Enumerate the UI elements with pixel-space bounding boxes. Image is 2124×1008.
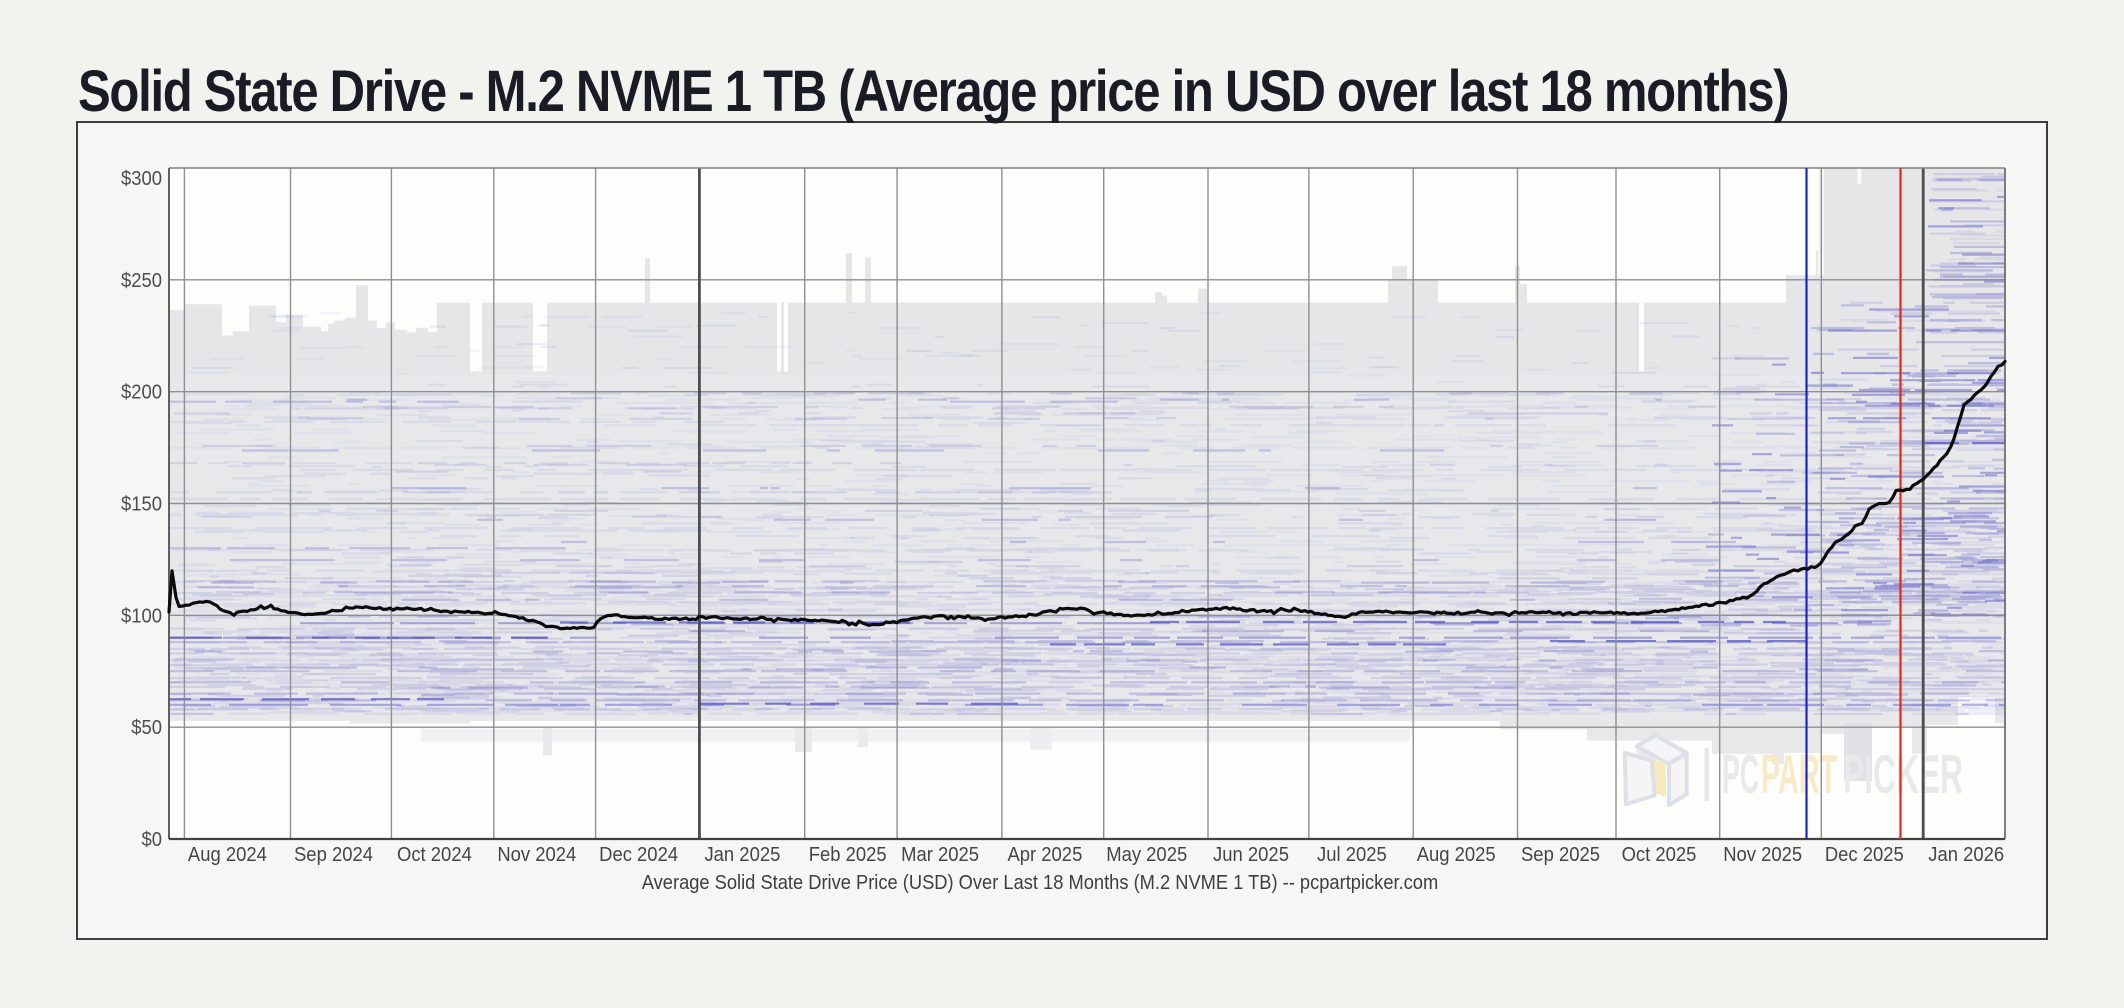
svg-text:Nov 2024: Nov 2024 — [497, 843, 576, 866]
svg-text:Oct 2024: Oct 2024 — [397, 843, 472, 866]
svg-text:Oct 2025: Oct 2025 — [1622, 843, 1697, 866]
svg-text:Dec 2025: Dec 2025 — [1825, 843, 1904, 866]
svg-text:PART: PART — [1761, 743, 1837, 805]
svg-text:Feb 2025: Feb 2025 — [809, 843, 887, 866]
svg-text:Dec 2024: Dec 2024 — [599, 843, 678, 866]
svg-text:May 2025: May 2025 — [1106, 843, 1187, 866]
svg-text:Aug 2024: Aug 2024 — [188, 843, 267, 866]
svg-text:Aug 2025: Aug 2025 — [1417, 843, 1496, 866]
svg-text:Sep 2025: Sep 2025 — [1521, 843, 1600, 866]
svg-text:Jul 2025: Jul 2025 — [1317, 843, 1387, 866]
svg-text:Apr 2025: Apr 2025 — [1007, 843, 1082, 866]
svg-text:$300: $300 — [121, 167, 162, 190]
svg-text:Jan 2025: Jan 2025 — [704, 843, 780, 866]
svg-text:$250: $250 — [121, 269, 162, 292]
svg-text:PICKER: PICKER — [1843, 743, 1963, 805]
svg-text:Nov 2025: Nov 2025 — [1723, 843, 1802, 866]
svg-text:Jan 2026: Jan 2026 — [1928, 843, 2004, 866]
svg-text:PC: PC — [1722, 743, 1759, 805]
svg-text:Average Solid State Drive Pric: Average Solid State Drive Price (USD) Ov… — [642, 871, 1438, 894]
svg-text:$200: $200 — [121, 381, 162, 404]
svg-text:Sep 2024: Sep 2024 — [294, 843, 373, 866]
svg-text:Jun 2025: Jun 2025 — [1213, 843, 1289, 866]
svg-text:$100: $100 — [121, 604, 162, 627]
svg-text:$150: $150 — [121, 493, 162, 516]
svg-text:$0: $0 — [141, 828, 162, 851]
svg-text:$50: $50 — [131, 716, 162, 739]
svg-text:Mar 2025: Mar 2025 — [901, 843, 979, 866]
